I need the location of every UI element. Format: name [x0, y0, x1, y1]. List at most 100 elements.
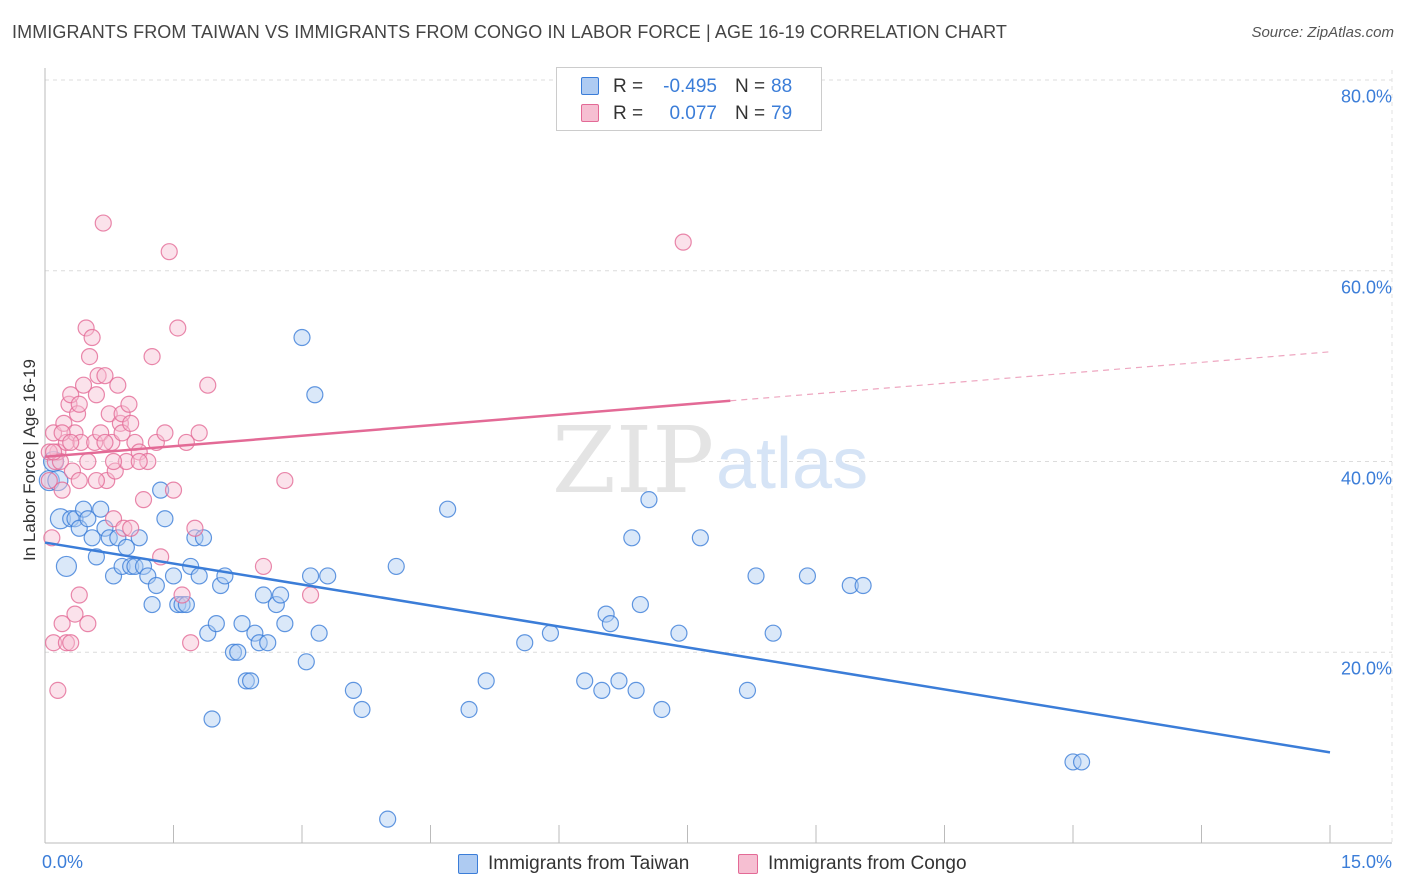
- congo-point: [156, 424, 174, 442]
- congo-point: [100, 405, 118, 423]
- taiwan-point: [631, 595, 649, 614]
- congo-point: [276, 471, 294, 490]
- taiwan-point: [627, 681, 645, 700]
- n-value: 88: [771, 76, 793, 97]
- taiwan-swatch: [458, 854, 478, 874]
- congo-point: [62, 433, 80, 452]
- taiwan-point: [841, 576, 859, 595]
- congo-point: [66, 605, 84, 623]
- taiwan-point: [670, 624, 688, 642]
- congo-point: [182, 634, 200, 652]
- taiwan-point: [610, 672, 628, 690]
- congo-point: [77, 319, 95, 337]
- taiwan-point: [66, 510, 84, 528]
- congo-point: [79, 615, 97, 633]
- congo-point: [80, 347, 99, 366]
- taiwan-point: [319, 567, 337, 585]
- r-label: R =: [613, 76, 644, 97]
- taiwan-point: [143, 595, 161, 614]
- congo-point: [79, 452, 97, 471]
- taiwan-point: [601, 615, 620, 633]
- taiwan-point: [1072, 753, 1091, 771]
- taiwan-point: [147, 576, 165, 595]
- legend-label: Immigrants from Taiwan: [488, 853, 690, 874]
- congo-point: [96, 367, 114, 385]
- congo-point: [62, 634, 80, 652]
- taiwan-point: [156, 510, 174, 528]
- congo-point: [40, 471, 58, 490]
- taiwan-point: [233, 615, 251, 633]
- congo-point: [49, 681, 67, 700]
- taiwan-point: [49, 508, 72, 530]
- series-legend: Immigrants from Taiwan Immigrants from C…: [0, 852, 1406, 878]
- congo-point: [63, 462, 82, 480]
- taiwan-point: [344, 681, 362, 700]
- congo-point: [57, 433, 76, 452]
- y-tick-label: 40.0%: [1340, 468, 1392, 488]
- data-points: [38, 214, 1091, 828]
- taiwan-point: [74, 500, 93, 518]
- congo-point: [83, 328, 101, 347]
- taiwan-point: [237, 672, 255, 690]
- congo-point: [53, 424, 71, 442]
- taiwan-point: [79, 510, 97, 528]
- taiwan-point: [70, 519, 88, 537]
- taiwan-swatch: [581, 77, 599, 95]
- taiwan-point: [194, 529, 213, 547]
- congo-point: [173, 586, 191, 604]
- congo-point: [301, 586, 320, 604]
- congo-swatch: [738, 854, 758, 874]
- taiwan-point: [246, 624, 264, 642]
- taiwan-point: [104, 567, 123, 585]
- taiwan-point: [139, 567, 157, 585]
- taiwan-point: [798, 567, 817, 585]
- taiwan-point: [293, 328, 311, 347]
- taiwan-point: [764, 624, 782, 642]
- trend-lines: [44, 351, 1331, 754]
- congo-point: [94, 214, 112, 232]
- taiwan-point: [691, 529, 709, 547]
- taiwan-point: [62, 510, 80, 528]
- taiwan-point: [653, 700, 671, 719]
- watermark-atlas: atlas: [716, 424, 868, 504]
- taiwan-point: [623, 529, 641, 547]
- congo-point: [674, 233, 692, 251]
- taiwan-point: [242, 672, 260, 690]
- taiwan-point: [152, 481, 170, 499]
- taiwan-point: [271, 586, 290, 604]
- legend-label: Immigrants from Congo: [768, 853, 967, 874]
- congo-point: [53, 615, 71, 633]
- congo-point: [122, 414, 140, 432]
- watermark-zip: ZIP: [552, 407, 714, 514]
- n-label: N =: [735, 76, 766, 97]
- n-value: 79: [771, 103, 793, 124]
- taiwan-point: [190, 567, 208, 585]
- taiwan-point: [173, 595, 191, 614]
- congo-point: [164, 481, 183, 499]
- congo-point: [120, 395, 138, 413]
- taiwan-point: [224, 643, 243, 661]
- taiwan-point: [207, 615, 225, 633]
- congo-point: [66, 424, 84, 442]
- congo-point: [115, 519, 133, 537]
- taiwan-point: [387, 557, 405, 576]
- congo-point: [51, 452, 70, 471]
- taiwan-point: [276, 615, 294, 633]
- taiwan-point: [353, 700, 371, 719]
- taiwan-point: [254, 586, 273, 604]
- taiwan-point: [164, 567, 183, 585]
- chart-title: IMMIGRANTS FROM TAIWAN VS IMMIGRANTS FRO…: [12, 22, 1007, 42]
- taiwan-point: [593, 681, 611, 700]
- taiwan-point: [199, 624, 217, 642]
- taiwan-point: [297, 653, 315, 671]
- taiwan-point: [259, 634, 277, 652]
- taiwan-point: [379, 810, 397, 828]
- legend-row-congo: R = 0.077 N = 79: [557, 101, 821, 127]
- taiwan-point: [122, 557, 140, 576]
- taiwan-point: [747, 567, 765, 585]
- taiwan-point: [203, 710, 221, 728]
- taiwan-point: [92, 500, 110, 518]
- taiwan-point: [541, 624, 560, 642]
- r-value: -0.495: [663, 76, 717, 97]
